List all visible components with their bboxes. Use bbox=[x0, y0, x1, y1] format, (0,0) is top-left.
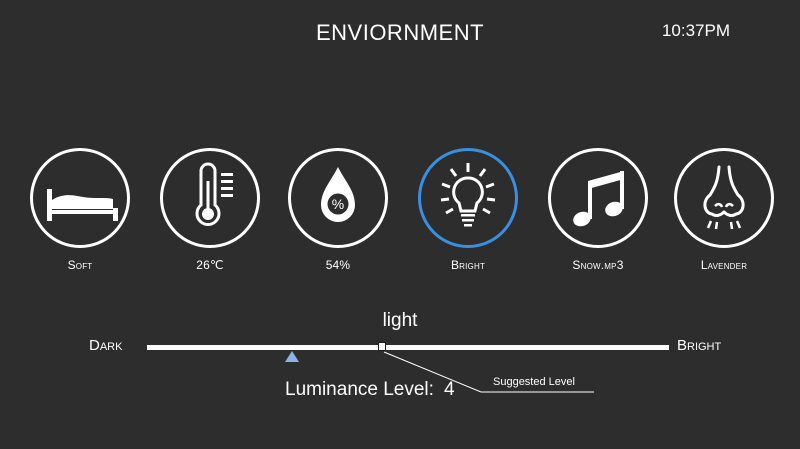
mode-label: Soft bbox=[67, 258, 93, 272]
slider-title: light bbox=[382, 310, 418, 331]
mode-humidity-ring: % bbox=[288, 148, 388, 248]
luminance-slider-track[interactable] bbox=[147, 345, 669, 350]
luminance-level-readout: Luminance Level: 4 bbox=[285, 379, 455, 401]
luminance-slider-thumb[interactable] bbox=[378, 342, 386, 351]
slider-max-label: Bright bbox=[677, 337, 722, 354]
mode-label: 26℃ bbox=[196, 258, 224, 272]
mode-label: Bright bbox=[450, 258, 486, 272]
mode-label: Snow.mp3 bbox=[572, 258, 624, 272]
clock: 10:37PM bbox=[661, 21, 730, 40]
luminance-level-value: 4 bbox=[443, 379, 455, 400]
humidity-drop-icon: % bbox=[321, 167, 355, 222]
thermometer-icon bbox=[195, 162, 233, 226]
mode-light[interactable]: Bright bbox=[416, 148, 520, 288]
nose-icon bbox=[703, 165, 745, 230]
luminance-level-label: Luminance Level: bbox=[285, 379, 434, 400]
mode-music[interactable]: Snow.mp3 bbox=[546, 148, 650, 288]
mode-label: Lavender bbox=[700, 258, 748, 272]
slider-min-label: Dark bbox=[89, 337, 123, 354]
current-level-marker bbox=[285, 351, 299, 362]
mode-humidity[interactable]: % 54% bbox=[286, 148, 390, 288]
page-title: ENVIORNMENT bbox=[315, 20, 485, 45]
mode-light-ring bbox=[418, 148, 518, 248]
mode-scent-ring bbox=[674, 148, 774, 248]
mode-music-ring bbox=[548, 148, 648, 248]
bed-icon bbox=[47, 189, 118, 221]
svg-text:%: % bbox=[332, 196, 344, 212]
music-note-icon bbox=[573, 171, 624, 227]
suggested-level-label: Suggested Level bbox=[493, 376, 575, 388]
mode-temperature[interactable]: 26℃ bbox=[158, 148, 262, 288]
mode-scent[interactable]: Lavender bbox=[672, 148, 776, 288]
mode-bed-ring bbox=[30, 148, 130, 248]
lightbulb-icon bbox=[440, 163, 496, 227]
mode-label: 54% bbox=[325, 258, 351, 272]
mode-bed[interactable]: Soft bbox=[28, 148, 132, 288]
mode-temperature-ring bbox=[160, 148, 260, 248]
